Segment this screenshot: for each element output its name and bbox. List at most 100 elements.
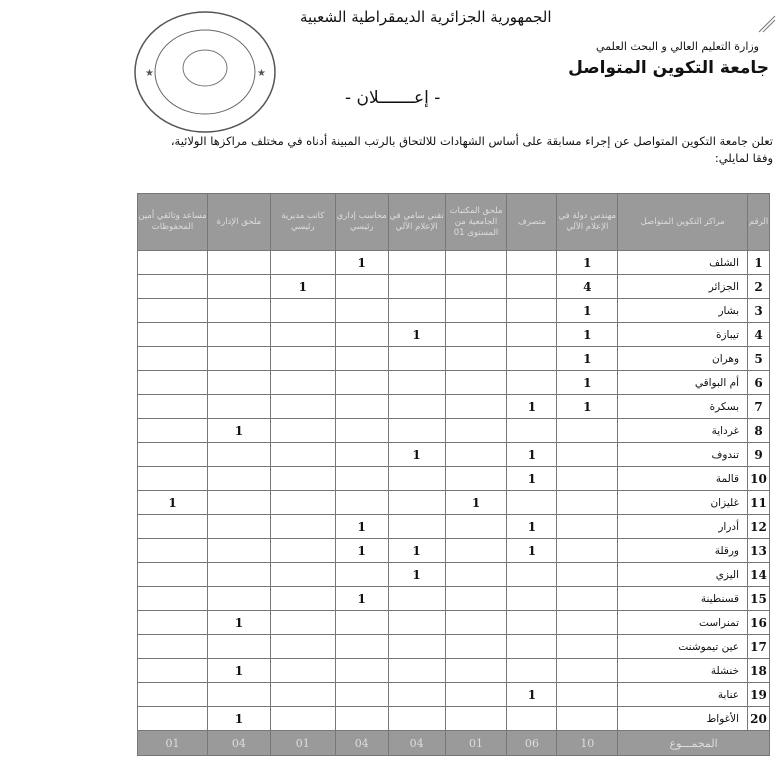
position-count xyxy=(137,394,208,419)
position-count xyxy=(269,442,336,467)
position-count: 1 xyxy=(506,514,558,539)
position-count xyxy=(556,658,619,683)
position-count xyxy=(387,514,446,539)
center-name: ورقلة xyxy=(617,538,749,563)
position-count: 1 xyxy=(506,466,558,491)
column-header: ملحق المكتبات الجامعية من المستوى 01 xyxy=(444,193,508,251)
row-number: 4 xyxy=(747,322,770,347)
position-count xyxy=(137,442,208,467)
position-count xyxy=(387,586,446,611)
center-name: بشار xyxy=(617,298,749,323)
position-count xyxy=(206,442,271,467)
total-value: 01 xyxy=(444,730,508,756)
ministry-name: وزارة التعليم العالي و البحث العلمي xyxy=(596,40,759,53)
total-value: 01 xyxy=(137,730,208,756)
position-count xyxy=(387,418,446,443)
position-count xyxy=(556,586,619,611)
position-count: 1 xyxy=(556,298,619,323)
position-count xyxy=(444,562,508,587)
position-count: 1 xyxy=(269,274,336,299)
position-count xyxy=(506,250,558,275)
position-count xyxy=(387,346,446,371)
table-row: 3 بشار 1 xyxy=(137,298,770,323)
position-count xyxy=(269,418,336,443)
table-row: 2 الجزائر 4 1 xyxy=(137,274,770,299)
position-count xyxy=(137,562,208,587)
table-row: 14 اليزي 1 xyxy=(137,562,770,587)
center-name: الشلف xyxy=(617,250,749,275)
table-row: 1 الشلف 1 1 xyxy=(137,250,770,275)
position-count xyxy=(206,250,271,275)
position-count: 1 xyxy=(206,610,271,635)
position-count xyxy=(506,298,558,323)
position-count: 1 xyxy=(556,322,619,347)
logo-icon xyxy=(757,14,777,34)
row-number: 16 xyxy=(747,610,770,635)
position-count xyxy=(506,658,558,683)
center-name: قسنطينة xyxy=(617,586,749,611)
row-number: 12 xyxy=(747,514,770,539)
row-number: 8 xyxy=(747,418,770,443)
table-row: 15 قسنطينة 1 xyxy=(137,586,770,611)
position-count: 1 xyxy=(387,322,446,347)
row-number: 18 xyxy=(747,658,770,683)
row-number: 3 xyxy=(747,298,770,323)
position-count xyxy=(444,394,508,419)
position-count xyxy=(206,514,271,539)
position-count: 1 xyxy=(444,490,508,515)
row-number: 13 xyxy=(747,538,770,563)
position-count xyxy=(506,346,558,371)
position-count xyxy=(269,514,336,539)
position-count xyxy=(334,274,389,299)
position-count xyxy=(506,490,558,515)
total-value: 10 xyxy=(556,730,619,756)
row-number: 11 xyxy=(747,490,770,515)
row-number: 7 xyxy=(747,394,770,419)
position-count xyxy=(269,706,336,731)
university-name: جامعة التكوين المتواصل xyxy=(568,58,769,78)
table-row: 20 الأغواط 1 xyxy=(137,706,770,731)
position-count xyxy=(334,298,389,323)
position-count xyxy=(334,322,389,347)
center-name: وهران xyxy=(617,346,749,371)
center-name: الجزائر xyxy=(617,274,749,299)
position-count xyxy=(444,298,508,323)
column-header: متصرف xyxy=(506,193,558,251)
position-count xyxy=(137,418,208,443)
position-count xyxy=(556,466,619,491)
svg-text:★: ★ xyxy=(145,68,154,79)
center-name: غليزان xyxy=(617,490,749,515)
position-count xyxy=(137,682,208,707)
position-count xyxy=(556,442,619,467)
position-count: 1 xyxy=(506,538,558,563)
table-row: 19 عنابة 1 xyxy=(137,682,770,707)
position-count: 1 xyxy=(387,538,446,563)
row-number: 17 xyxy=(747,634,770,659)
position-count xyxy=(137,322,208,347)
position-count xyxy=(137,514,208,539)
position-count xyxy=(137,610,208,635)
position-count xyxy=(444,274,508,299)
intro-line-2: وفقا لمايلي: xyxy=(714,151,773,165)
position-count xyxy=(556,538,619,563)
position-count xyxy=(444,250,508,275)
position-count: 1 xyxy=(506,394,558,419)
position-count: 1 xyxy=(334,250,389,275)
total-value: 04 xyxy=(334,730,389,756)
position-count xyxy=(269,658,336,683)
announcement-title: - إعـــــــلان - xyxy=(345,88,441,108)
position-count xyxy=(206,322,271,347)
position-count: 1 xyxy=(206,706,271,731)
position-count xyxy=(206,634,271,659)
row-number: 1 xyxy=(747,250,770,275)
table-row: 6 أم البواقي 1 xyxy=(137,370,770,395)
position-count: 1 xyxy=(206,658,271,683)
table-row: 5 وهران 1 xyxy=(137,346,770,371)
row-number: 6 xyxy=(747,370,770,395)
position-count xyxy=(334,418,389,443)
position-count xyxy=(269,610,336,635)
position-count: 1 xyxy=(506,442,558,467)
position-count xyxy=(334,370,389,395)
total-value: 04 xyxy=(206,730,271,756)
position-count xyxy=(269,346,336,371)
